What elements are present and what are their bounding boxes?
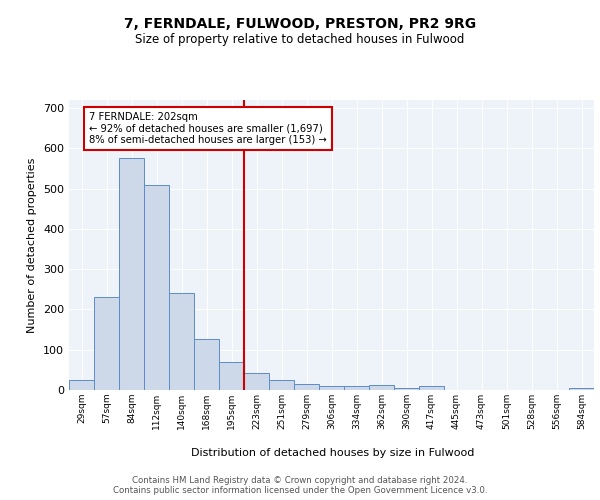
Bar <box>69 380 94 390</box>
Bar <box>369 385 394 390</box>
Bar <box>294 384 319 390</box>
Bar <box>144 184 169 390</box>
Bar <box>394 388 419 390</box>
Bar <box>169 294 194 390</box>
Bar <box>419 386 444 390</box>
Bar <box>344 386 369 390</box>
Bar <box>319 386 344 390</box>
Bar <box>219 362 244 390</box>
Bar <box>194 339 219 390</box>
Text: Size of property relative to detached houses in Fulwood: Size of property relative to detached ho… <box>136 32 464 46</box>
Bar <box>269 380 294 390</box>
Y-axis label: Number of detached properties: Number of detached properties <box>28 158 37 332</box>
Text: Distribution of detached houses by size in Fulwood: Distribution of detached houses by size … <box>191 448 475 458</box>
Bar <box>244 372 269 390</box>
Bar <box>569 388 594 390</box>
Text: 7 FERNDALE: 202sqm
← 92% of detached houses are smaller (1,697)
8% of semi-detac: 7 FERNDALE: 202sqm ← 92% of detached hou… <box>89 112 327 146</box>
Bar <box>94 298 119 390</box>
Text: Contains HM Land Registry data © Crown copyright and database right 2024.
Contai: Contains HM Land Registry data © Crown c… <box>113 476 487 495</box>
Text: 7, FERNDALE, FULWOOD, PRESTON, PR2 9RG: 7, FERNDALE, FULWOOD, PRESTON, PR2 9RG <box>124 18 476 32</box>
Bar <box>119 158 144 390</box>
